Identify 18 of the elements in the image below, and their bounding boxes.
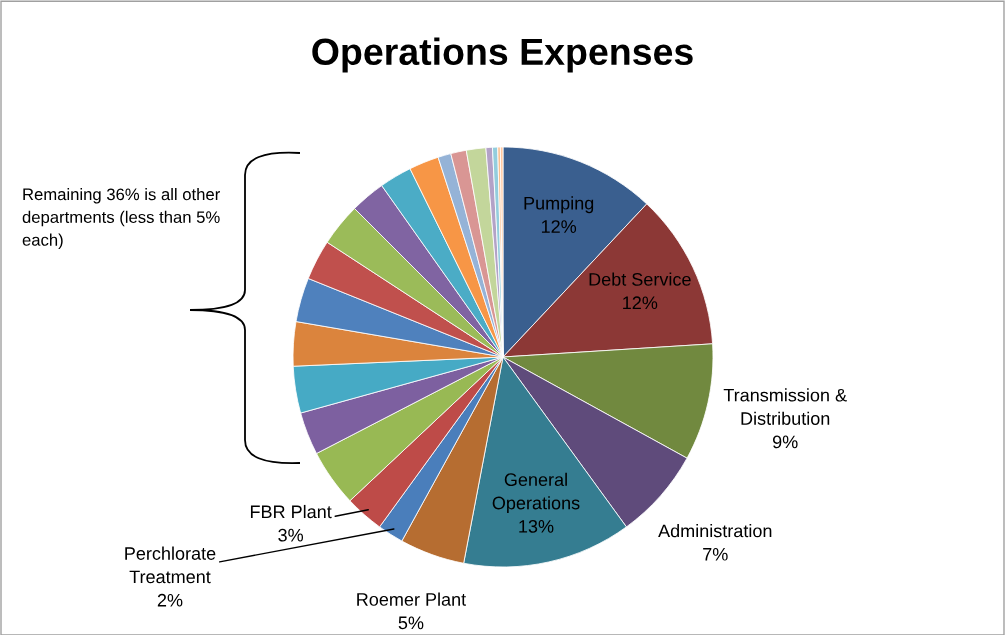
data-label: 13% [519,519,554,533]
slice-label: Administration [658,524,772,538]
data-label: 9% [772,435,798,449]
data-label: 2% [157,593,183,607]
slice-label: FBR Plant [250,504,332,519]
data-label: 12% [623,296,658,310]
slice-label: Debt Service [589,272,691,286]
data-label: 5% [398,616,424,630]
slice-label: Perchlorate Treatment [125,546,216,584]
data-label: 3% [278,528,304,542]
slice-label: Pumping [524,196,594,214]
slice-label: General Operations [492,472,580,513]
slice-label: Transmission & Distribution [723,388,847,425]
data-label: 12% [541,220,577,233]
chart-title: Operations Expenses [312,37,693,73]
slice-label: Roemer Plant [357,592,467,606]
data-label: 7% [703,547,728,561]
text: Remaining 36% is all other departments (less than 5% each) [22,188,220,250]
